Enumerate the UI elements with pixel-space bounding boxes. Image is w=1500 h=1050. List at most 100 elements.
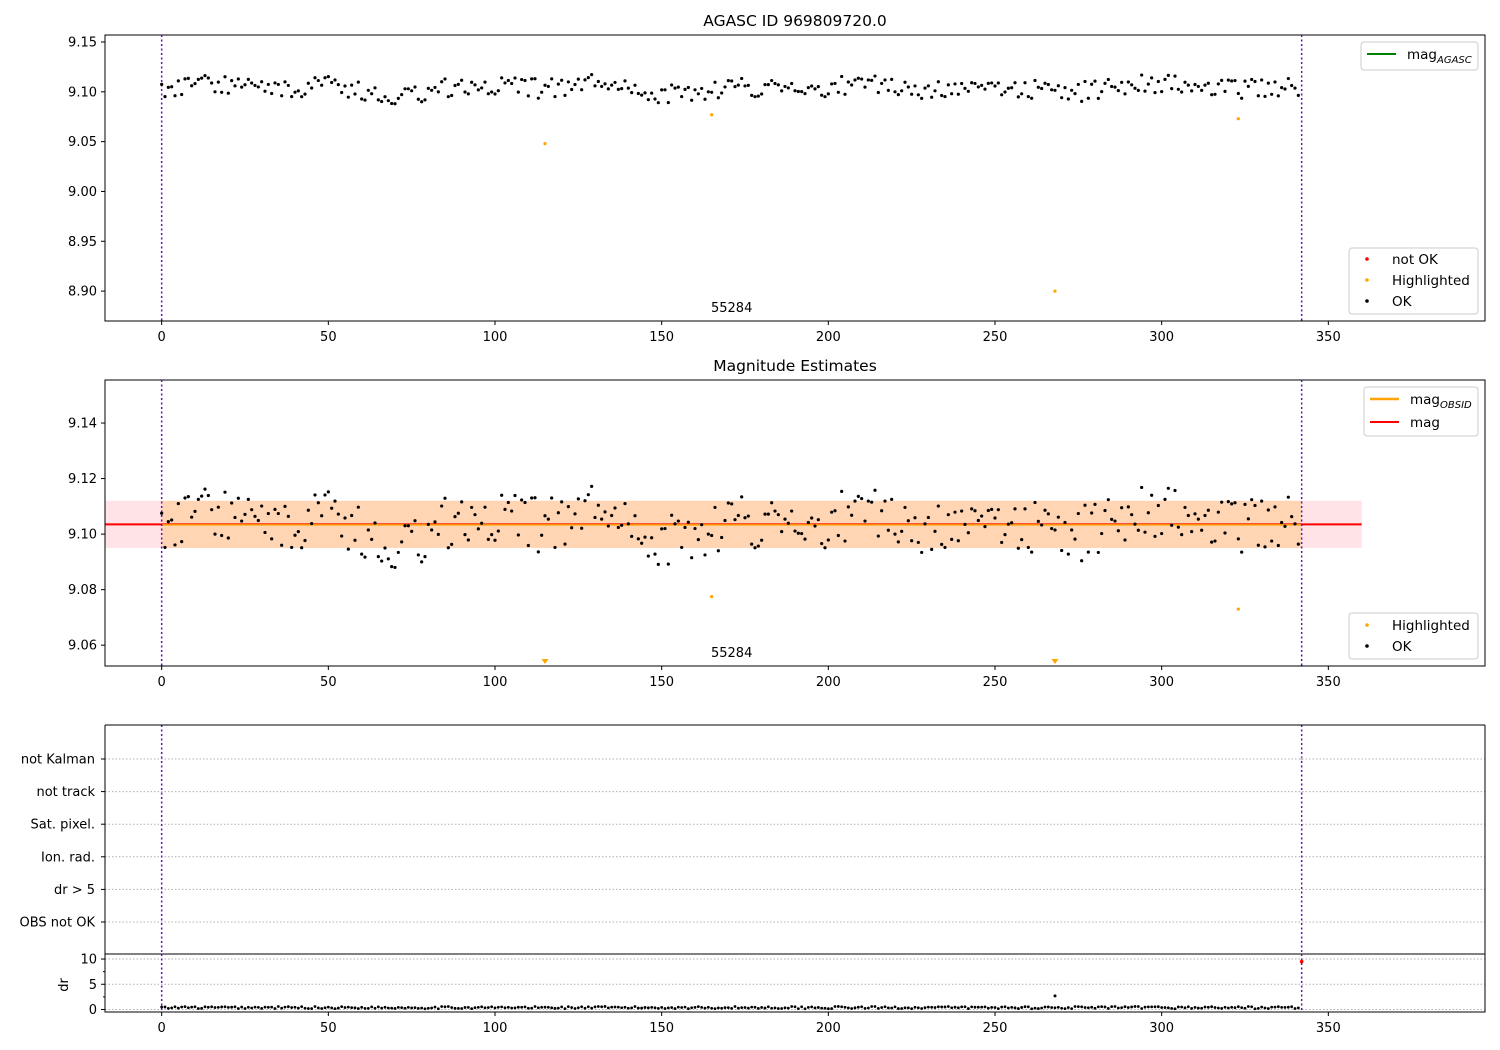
magnitude-ok-point: [553, 545, 557, 550]
magnitude-ok-point: [1233, 501, 1237, 505]
agasc-ok-point: [510, 81, 514, 86]
magnitude-ok-point: [750, 542, 754, 546]
agasc-ok-point: [550, 77, 554, 81]
magnitude-ok-point: [1053, 528, 1057, 532]
agasc-ok-point: [1266, 81, 1270, 85]
magnitude-ok-point: [896, 540, 900, 544]
dr-point: [486, 1006, 490, 1009]
dr-point: [836, 1005, 840, 1008]
agasc-ok-point: [340, 90, 344, 95]
agasc-ok-point: [733, 85, 737, 89]
magnitude-ok-point: [240, 519, 244, 523]
agasc-ok-point: [960, 81, 964, 86]
agasc-ok-point: [246, 77, 250, 81]
dr-point: [446, 1005, 450, 1008]
dr-point: [790, 1005, 794, 1008]
dr-point: [310, 1007, 314, 1010]
agasc-ok-point: [1123, 92, 1127, 96]
agasc-ok-point: [1126, 80, 1130, 84]
dr-point: [810, 1005, 814, 1009]
dr-point: [983, 1005, 987, 1009]
dr-point: [1006, 1006, 1010, 1010]
agasc-ok-point: [986, 81, 990, 85]
agasc-ok-point: [840, 74, 844, 79]
legend-mag-obsid-label: magOBSID: [1410, 392, 1472, 411]
agasc-ok-point: [230, 79, 234, 83]
agasc-ok-point: [383, 95, 387, 99]
dr-point: [1000, 1005, 1004, 1009]
agasc-ok-point: [643, 91, 647, 95]
agasc-ok-point: [940, 93, 944, 98]
magnitude-ok-point: [160, 511, 164, 515]
dr-point: [323, 1006, 327, 1010]
dr-point: [1223, 1005, 1227, 1009]
flags-category-label: Ion. rad.: [41, 850, 95, 865]
agasc-ok-point: [683, 87, 687, 92]
agasc-ok-point: [726, 79, 730, 83]
agasc-ok-point: [1200, 88, 1204, 93]
agasc-ok-point: [463, 90, 467, 94]
magnitude-ok-point: [163, 545, 167, 550]
magnitude-ok-point: [366, 528, 370, 532]
0-xtick-label: 100: [483, 330, 508, 345]
agasc-ok-point: [1026, 94, 1030, 99]
magnitude-ok-point: [1273, 505, 1277, 509]
dr-point: [506, 1005, 510, 1009]
dr-point: [420, 1006, 424, 1010]
flags-category-label: not track: [36, 785, 95, 800]
magnitude-ytick-label: 9.14: [68, 417, 97, 432]
agasc-ok-point: [996, 81, 1000, 85]
agasc-ok-point: [290, 94, 294, 99]
dr-point: [550, 1006, 554, 1010]
magnitude-ok-point: [1236, 537, 1240, 541]
dr-point: [160, 1005, 164, 1009]
dr-point: [863, 1006, 867, 1010]
dr-point: [710, 1006, 714, 1010]
magnitude-ok-point: [486, 537, 490, 541]
magnitude-ok-point: [360, 552, 364, 556]
magnitude-ok-point: [1136, 528, 1140, 532]
agasc-ok-point: [436, 90, 440, 94]
dr-point: [660, 1005, 664, 1009]
magnitude-ok-point: [893, 532, 897, 536]
agasc-ok-point: [1250, 77, 1254, 82]
dr-point: [1040, 1006, 1044, 1010]
agasc-ok-point: [400, 92, 404, 97]
agasc-ok-point: [490, 90, 494, 94]
dr-point: [593, 1005, 597, 1009]
magnitude-ok-point: [1043, 508, 1047, 512]
magnitude-ok-point: [730, 502, 734, 506]
agasc-ok-point: [920, 96, 924, 100]
magnitude-ok-point: [943, 545, 947, 550]
agasc-ok-point: [496, 89, 500, 93]
magnitude-ok-point: [786, 521, 790, 525]
dr-point: [433, 1005, 437, 1009]
dr-point: [470, 1007, 474, 1011]
dr-point: [700, 1005, 704, 1009]
magnitude-ok-point: [600, 517, 604, 521]
dr-point: [1060, 1006, 1064, 1010]
dr-point: [553, 1006, 557, 1010]
dr-point: [793, 1005, 797, 1009]
magnitude-ok-point: [503, 507, 507, 511]
magnitude-ok-point: [193, 509, 197, 513]
magnitude-ok-point: [1006, 522, 1010, 526]
magnitude-ok-point: [473, 513, 477, 517]
magnitude-ok-point: [763, 512, 767, 516]
magnitude-ok-point: [350, 513, 354, 518]
dr-point: [280, 1006, 284, 1010]
dr-point: [1206, 1005, 1210, 1009]
agasc-ok-point: [236, 77, 240, 81]
agasc-ok-point: [663, 88, 667, 92]
magnitude-ok-point: [563, 542, 567, 546]
dr-point: [543, 1005, 547, 1009]
0-xtick-label: 150: [649, 330, 674, 345]
flags-category-label: OBS not OK: [20, 916, 96, 931]
dr-point: [423, 1007, 427, 1011]
dr-point: [1160, 1006, 1164, 1009]
agasc-ok-point: [423, 98, 427, 102]
agasc-obsid-label: 55284: [711, 301, 752, 316]
agasc-ytick-label: 9.10: [68, 85, 97, 100]
magnitude-ok-point: [436, 532, 440, 536]
dr-point: [960, 1005, 964, 1009]
